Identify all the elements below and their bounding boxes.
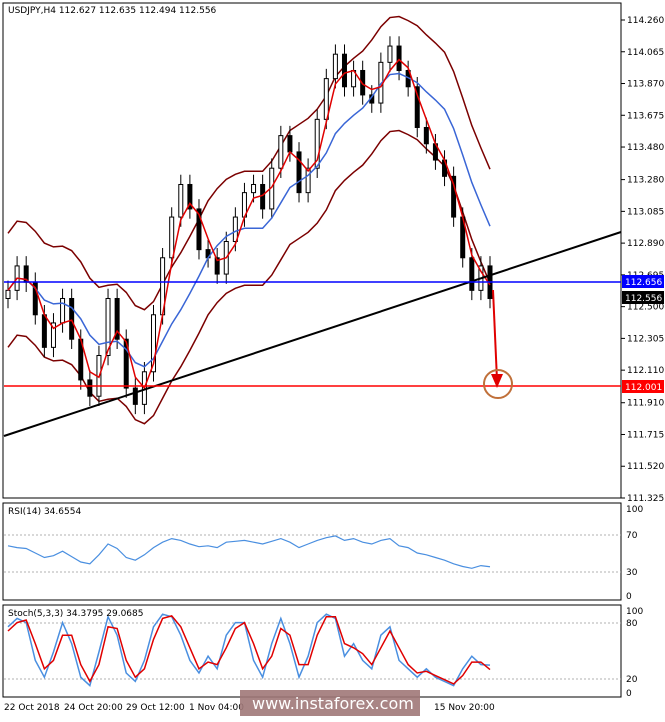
time-label-1: 22 Oct 2018: [4, 703, 60, 713]
price-tick-label: 113.675: [627, 111, 664, 121]
price-tick-label: 113.870: [627, 80, 664, 90]
candle-body: [196, 208, 202, 251]
price-tick-label: 112.500: [627, 303, 664, 313]
price-tick-label: 113.480: [627, 143, 664, 153]
rsi-label: RSI(14) 34.6554: [8, 507, 81, 517]
candle-body: [50, 322, 56, 348]
rsi-panel: [2, 502, 622, 601]
candle-body: [114, 297, 120, 340]
candle-body: [69, 297, 75, 340]
candle-body: [41, 314, 47, 348]
stoch-axis-100: 100: [626, 607, 643, 617]
candle-body: [341, 53, 347, 88]
stoch-axis-0: 0: [626, 689, 632, 699]
watermark-text: www.instaforex.com: [252, 694, 414, 713]
candle-body: [178, 183, 184, 218]
candle-body: [469, 257, 475, 291]
stoch-axis-80: 80: [626, 619, 638, 629]
candle-body: [5, 289, 11, 299]
rsi-axis-100: 100: [626, 505, 643, 515]
stoch-signal-line: [7, 615, 491, 685]
candle-body: [451, 175, 457, 218]
price-tick-label: 113.085: [627, 207, 664, 217]
candle-body: [396, 45, 402, 71]
target-circle-icon: [483, 369, 513, 399]
rsi-axis-70: 70: [626, 531, 638, 541]
blue-level-badge-text: 112.656: [625, 278, 662, 288]
price-panel: [2, 2, 622, 499]
price-tick-label: 113.280: [627, 176, 664, 186]
moving-averages: [7, 58, 491, 390]
candle-body: [287, 135, 293, 153]
candle-body: [105, 297, 111, 356]
candle-body: [151, 314, 157, 373]
candle-body: [60, 297, 66, 324]
price-tick-label: 112.110: [627, 366, 664, 376]
last-price-badge-text: 112.556: [625, 294, 662, 304]
candle-body: [132, 387, 138, 405]
blue-level-badge: [622, 275, 664, 288]
candle-body: [305, 167, 311, 194]
price-tick-label: 112.305: [627, 334, 664, 344]
price-tick-label: 114.065: [627, 48, 664, 58]
candle-body: [423, 126, 429, 145]
candle-body: [214, 257, 220, 275]
watermark-box: [240, 690, 420, 716]
time-label-4: 1 Nov 04:00: [189, 703, 244, 713]
rsi-axis-0: 0: [626, 592, 632, 602]
trendline: [3, 231, 622, 437]
price-axis: 114.260 114.065 113.870 113.675 113.480 113.2…: [621, 16, 664, 504]
candle-body: [187, 183, 193, 210]
candle-body: [387, 45, 393, 63]
time-label-2: 24 Oct 20:00: [64, 703, 123, 713]
candle-body: [296, 151, 302, 194]
price-tick-label: 111.520: [627, 462, 664, 472]
candle-body: [87, 379, 93, 397]
red-level-badge-text: 112.001: [625, 383, 662, 393]
candle-body: [414, 86, 420, 128]
rsi-line: [7, 535, 491, 569]
red-level-badge: [622, 380, 664, 393]
last-price-badge: [622, 291, 664, 304]
candle-body: [251, 183, 257, 194]
candle-body: [169, 216, 175, 259]
time-label-3: 29 Oct 12:00: [126, 703, 185, 713]
ma-blue-line: [7, 72, 491, 368]
price-tick-label: 111.910: [627, 399, 664, 409]
price-tick-label: 112.890: [627, 239, 664, 249]
rsi-axis-30: 30: [626, 568, 638, 578]
candle-body: [232, 216, 238, 242]
stoch-axis-20: 20: [626, 675, 638, 685]
price-tick-label: 111.325: [627, 494, 664, 504]
candle-body: [314, 118, 320, 169]
candle-body: [123, 338, 129, 389]
price-tick-label: 114.260: [627, 16, 664, 26]
ma-red-line: [7, 58, 491, 390]
stoch-label: Stoch(5,3,3) 34.3795 29.0685: [8, 609, 143, 619]
stoch-main-line: [7, 613, 491, 687]
candle-body: [260, 183, 266, 210]
candle-body: [360, 69, 366, 96]
time-label-5: 15 Nov 20:00: [434, 703, 495, 713]
price-tick-label: 111.715: [627, 430, 664, 440]
candle-body: [332, 53, 338, 80]
symbol-header: USDJPY,H4 112.627 112.635 112.494 112.55…: [8, 6, 217, 16]
down-arrow-shaft: [492, 289, 498, 381]
candle-body: [278, 135, 284, 169]
bollinger-upper-line: [7, 15, 491, 311]
down-arrow-icon: [491, 374, 503, 388]
